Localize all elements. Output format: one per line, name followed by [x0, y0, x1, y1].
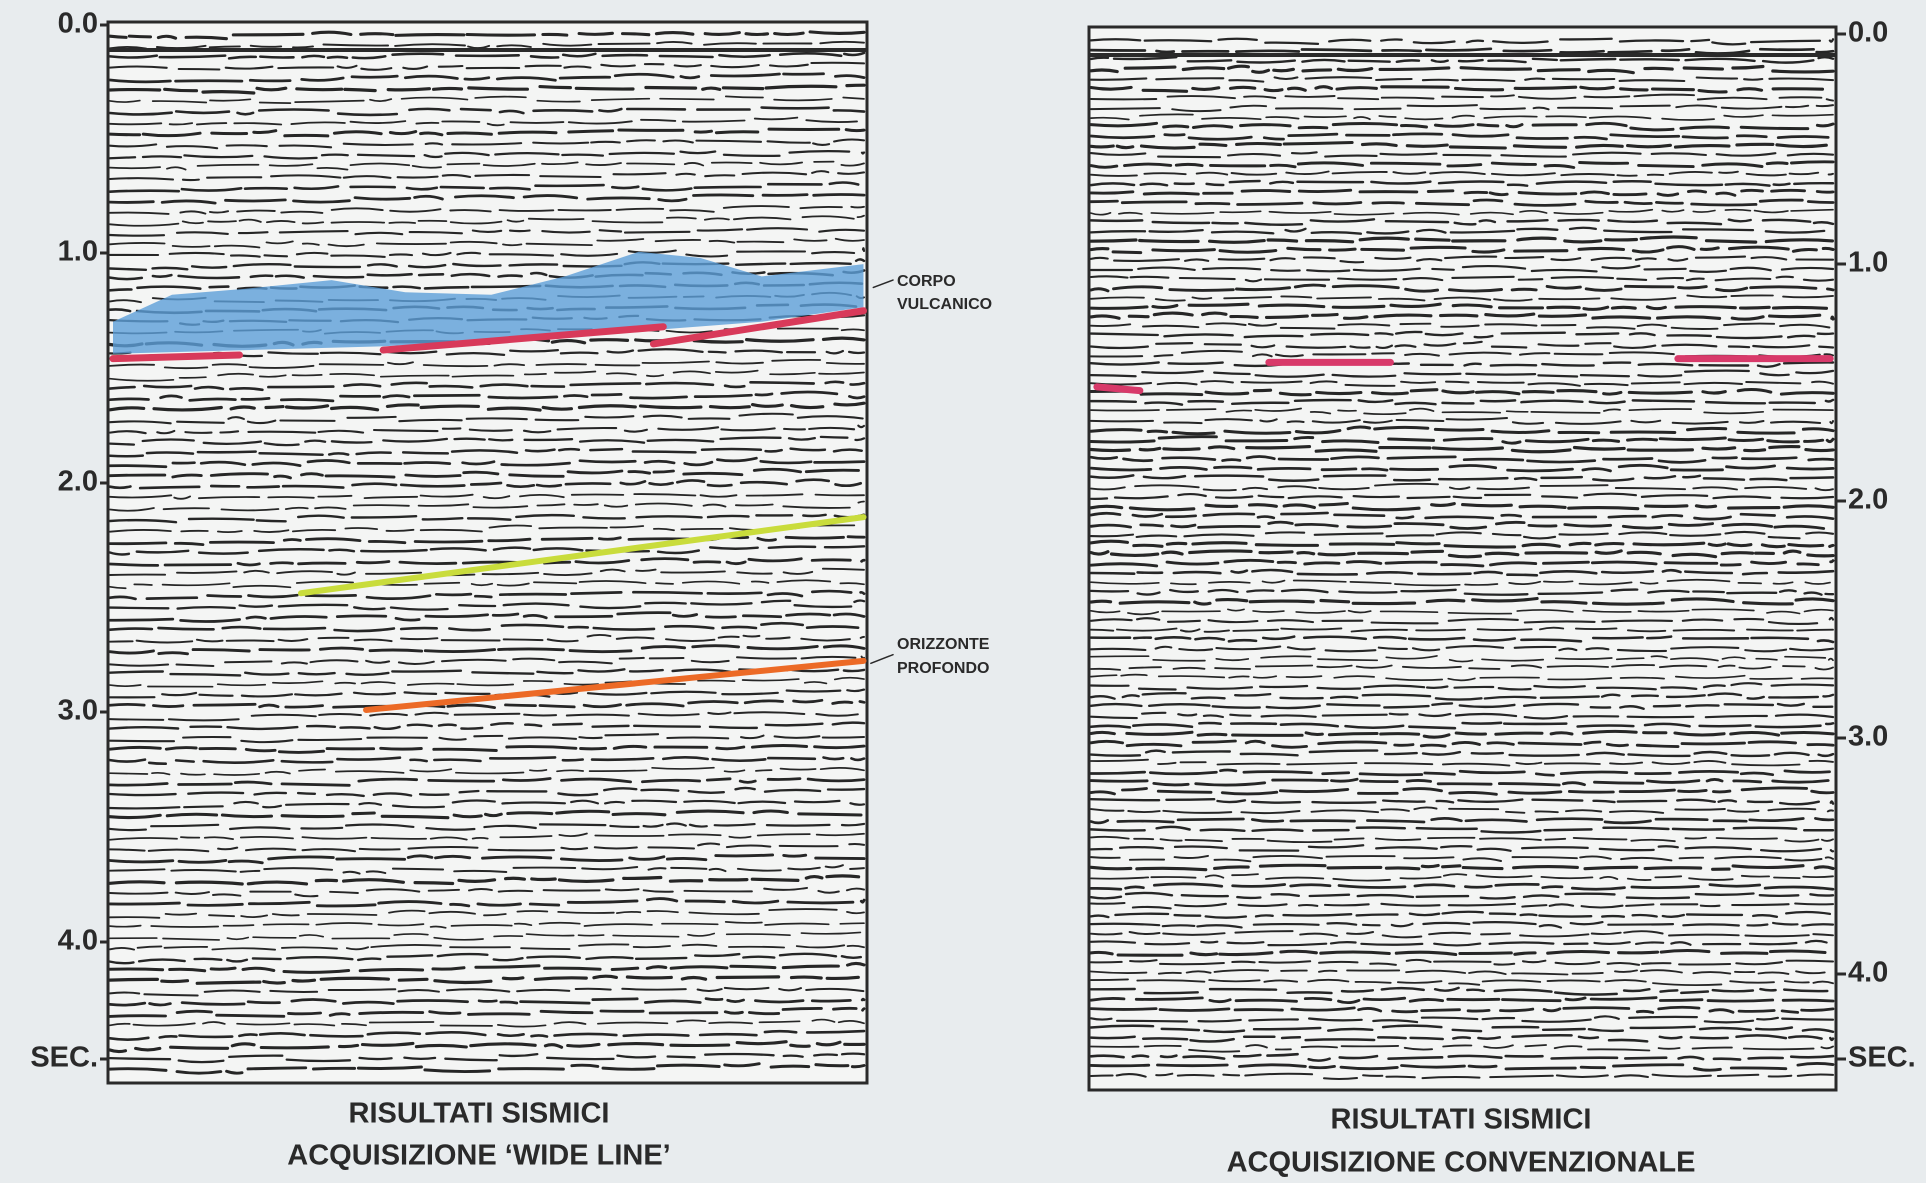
axis-label: 0.0 [58, 8, 98, 40]
axis-label: 3.0 [1848, 721, 1888, 753]
right-seismic-section [1089, 27, 1836, 1090]
axis-label: 2.0 [1848, 484, 1888, 516]
axis-label: 0.0 [1848, 17, 1888, 49]
page: 0.0 1.0 2.0 3.0 4.0 SEC. 0.0 1.0 2.0 3.0 4.0 SEC. CO… [0, 0, 1926, 1183]
axis-label: 1.0 [58, 236, 98, 268]
annotation: VULCANICO [897, 296, 992, 313]
caption: ACQUISIZIONE ‘WIDE LINE’ [287, 1140, 670, 1172]
red-horizon [113, 355, 240, 359]
axis-label: 1.0 [1848, 247, 1888, 279]
axis-label: SEC. [30, 1042, 98, 1074]
axis-label: SEC. [1848, 1042, 1916, 1074]
caption: ACQUISIZIONE CONVENZIONALE [1227, 1147, 1696, 1179]
axis-label: 4.0 [1848, 957, 1888, 989]
annotation: ORIZZONTE [897, 636, 990, 653]
annotation: CORPO [897, 273, 956, 290]
section-background [1089, 27, 1836, 1090]
caption: RISULTATI SISMICI [349, 1098, 610, 1130]
left-seismic-section [108, 22, 893, 1083]
figure: 0.0 1.0 2.0 3.0 4.0 SEC. 0.0 1.0 2.0 3.0 4.0 SEC. CO… [0, 0, 1926, 1183]
axis-label: 3.0 [58, 695, 98, 727]
axis-label: 2.0 [58, 466, 98, 498]
axis-label: 4.0 [58, 925, 98, 957]
red-horizon [1097, 387, 1140, 391]
annotation: PROFONDO [897, 660, 989, 677]
caption: RISULTATI SISMICI [1331, 1104, 1592, 1136]
